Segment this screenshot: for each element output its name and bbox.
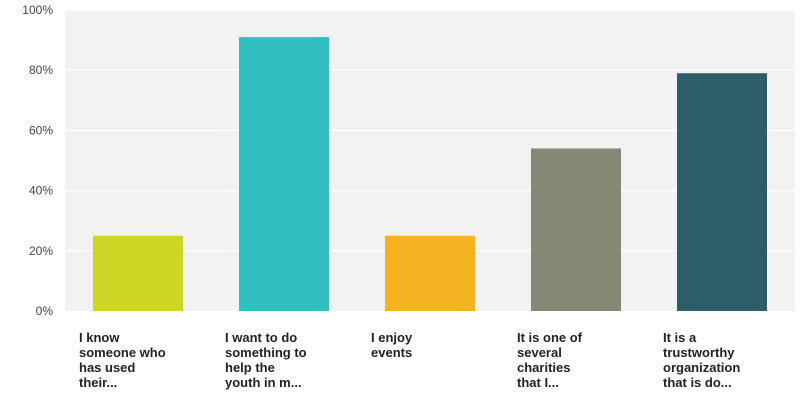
y-tick-label: 100%: [22, 3, 53, 17]
y-tick-label: 80%: [29, 63, 53, 77]
x-category-label: I enjoy events: [371, 330, 413, 360]
y-tick-label: 0%: [36, 304, 54, 318]
y-axis-tick-labels: 0% 20% 40% 60% 80% 100%: [22, 3, 53, 318]
x-axis-category-labels: I know someone who has used their... I want …: [79, 330, 740, 390]
y-tick-label: 40%: [29, 184, 53, 198]
bar-3: [385, 235, 475, 311]
x-category-label: It is a trustworthy organization that is do…: [663, 330, 740, 390]
x-category-label: I know someone who has used their...: [79, 330, 166, 390]
x-category-label: I want to do something to help the youth in…: [225, 330, 307, 390]
y-tick-label: 20%: [29, 244, 53, 258]
bar-1: [93, 235, 183, 311]
bar-2: [239, 37, 329, 312]
bar-4: [531, 148, 621, 311]
x-category-label: It is one of several charities that I...: [517, 330, 583, 390]
grid-lines: [65, 9, 795, 252]
y-tick-label: 60%: [29, 123, 53, 137]
bar-5: [677, 73, 767, 312]
bars: [93, 37, 767, 312]
